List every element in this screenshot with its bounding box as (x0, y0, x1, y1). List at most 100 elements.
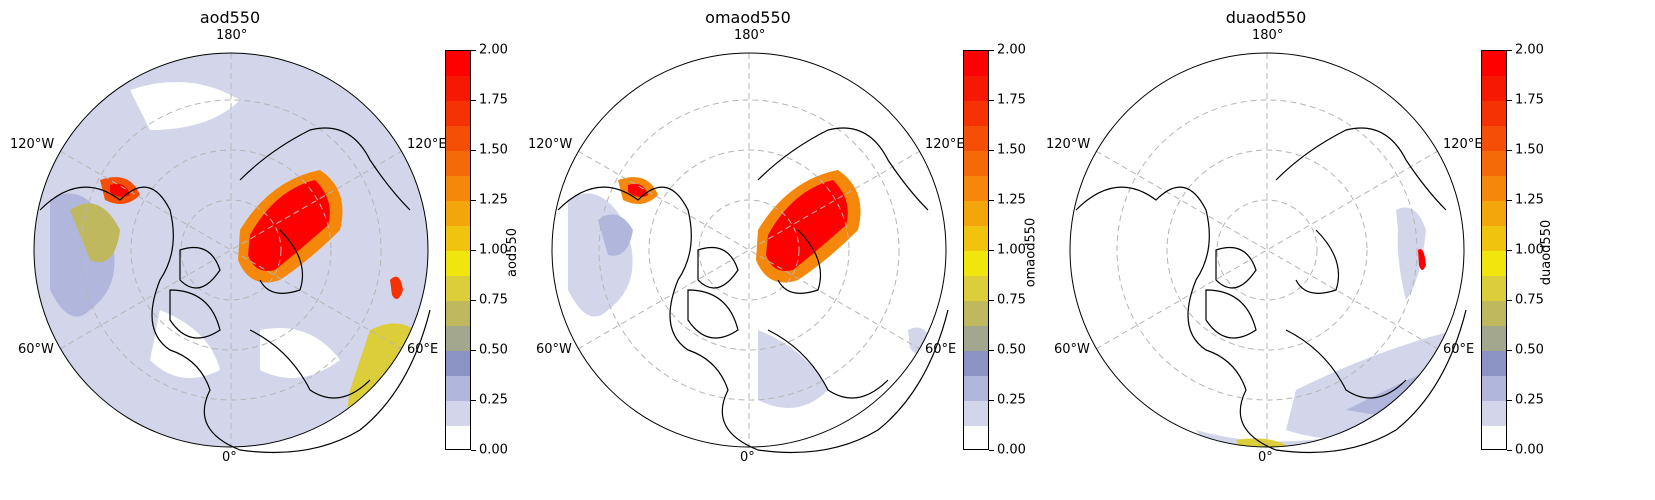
colorbar-tick (471, 199, 476, 201)
colorbar-level (963, 100, 989, 126)
colorbar-tick-label: 0.25 (479, 392, 508, 408)
lon-label-0: 0° (1258, 450, 1273, 465)
colorbar-level (1481, 400, 1507, 426)
colorbar-tick-label: 0.00 (1515, 442, 1544, 458)
panel-title: omaod550 (705, 8, 791, 27)
colorbar-level (963, 300, 989, 326)
colorbar-level (963, 200, 989, 226)
colorbar-tick-label: 0.75 (997, 292, 1026, 308)
colorbar-level (1481, 175, 1507, 201)
colorbar-tick-label: 1.75 (1515, 92, 1544, 108)
colorbar-tick (1507, 49, 1512, 51)
lon-label-180: 180° (1252, 28, 1284, 43)
map-omaod550 (551, 52, 949, 454)
colorbar-tick-label: 0.50 (1515, 342, 1544, 358)
colorbar-tick (1507, 449, 1512, 451)
colorbar-tick-label: 0.00 (997, 442, 1026, 458)
lon-label-120w: 120°W (528, 137, 573, 152)
colorbar-frame (963, 50, 989, 450)
colorbar-tick-label: 0.75 (1515, 292, 1544, 308)
colorbar-level (1481, 200, 1507, 226)
lon-label-0: 0° (222, 450, 237, 465)
colorbar-tick-label: 1.50 (997, 142, 1026, 158)
colorbar-tick (471, 149, 476, 151)
colorbar-frame (1481, 50, 1507, 450)
panel-title: aod550 (199, 8, 261, 27)
colorbar-level (963, 150, 989, 176)
colorbar-tick-label: 0.25 (997, 392, 1026, 408)
colorbar-level (963, 350, 989, 376)
panel-omaod550: omaod550 (528, 0, 1068, 500)
lon-label-120e: 120°E (407, 137, 447, 152)
colorbar-tick-label: 0.75 (479, 292, 508, 308)
colorbar-tick-label: 2.00 (997, 42, 1026, 58)
colorbar-level (963, 425, 989, 451)
colorbar-level (1481, 375, 1507, 401)
panel-title: duaod550 (1225, 8, 1307, 27)
colorbar-tick-label: 1.25 (479, 192, 508, 208)
colorbar-level (963, 75, 989, 101)
coastlines (39, 127, 431, 454)
colorbar-tick (989, 49, 994, 51)
colorbar-level (445, 375, 471, 401)
colorbar-tick (989, 99, 994, 101)
colorbar-level (445, 425, 471, 451)
colorbar-tick-label: 1.25 (997, 192, 1026, 208)
lon-label-60e: 60°E (1443, 342, 1475, 357)
graticule (59, 53, 403, 447)
colorbar-level (445, 150, 471, 176)
colorbar-tick-label: 1.00 (997, 242, 1026, 258)
colorbar-level (1481, 225, 1507, 251)
colorbar-level (963, 275, 989, 301)
colorbar-tick-label: 2.00 (479, 42, 508, 58)
colorbar: 0.00 0.25 0.50 0.75 1.00 1.25 1.50 1.75 2.00 (963, 43, 1026, 458)
colorbar-tick-label: 1.50 (1515, 142, 1544, 158)
colorbar: 0.00 0.25 0.50 0.75 1.00 1.25 1.50 1.75 2.00 (1481, 43, 1544, 458)
colorbar-tick (989, 299, 994, 301)
colorbar-level (445, 75, 471, 101)
aod550-field (34, 53, 428, 447)
lon-label-180: 180° (216, 28, 248, 43)
colorbar-tick (989, 149, 994, 151)
colorbar-level (963, 125, 989, 151)
colorbar-tick-label: 0.25 (1515, 392, 1544, 408)
colorbar-level (445, 175, 471, 201)
colorbar-tick (1507, 249, 1512, 251)
map-duaod550 (1069, 52, 1467, 454)
colorbar-tick (989, 449, 994, 451)
colorbar-tick (471, 49, 476, 51)
colorbar-tick (989, 399, 994, 401)
colorbar-tick-label: 2.00 (1515, 42, 1544, 58)
panel-duaod550: duaod550 180° 0° 12 (1046, 0, 1586, 500)
colorbar-tick-label: 1.75 (997, 92, 1026, 108)
colorbar-level (1481, 425, 1507, 451)
colorbar-level (445, 100, 471, 126)
colorbar-level (1481, 75, 1507, 101)
colorbar-level (445, 275, 471, 301)
colorbar-level (445, 50, 471, 76)
lon-label-180: 180° (734, 28, 766, 43)
colorbar-tick (1507, 199, 1512, 201)
colorbar-level (963, 50, 989, 76)
colorbar-tick (471, 299, 476, 301)
colorbar-level (1481, 150, 1507, 176)
colorbar-tick (1507, 349, 1512, 351)
map-aod550 (33, 52, 431, 454)
lon-label-0: 0° (740, 450, 755, 465)
colorbar-tick-label: 0.00 (479, 442, 508, 458)
colorbar-level (963, 400, 989, 426)
colorbar-label: omaod550 (1023, 217, 1039, 288)
lon-label-120e: 120°E (1443, 137, 1483, 152)
colorbar-tick-label: 0.50 (997, 342, 1026, 358)
colorbar-tick-label: 1.25 (1515, 192, 1544, 208)
graticule (577, 53, 921, 447)
panel-aod550: aod550 (10, 0, 550, 500)
colorbar-level (1481, 250, 1507, 276)
colorbar-level (963, 325, 989, 351)
coastlines (1075, 127, 1467, 454)
colorbar-level (1481, 50, 1507, 76)
colorbar-tick (989, 249, 994, 251)
colorbar-tick (989, 199, 994, 201)
colorbar-level (963, 375, 989, 401)
colorbar-tick-label: 1.00 (1515, 242, 1544, 258)
